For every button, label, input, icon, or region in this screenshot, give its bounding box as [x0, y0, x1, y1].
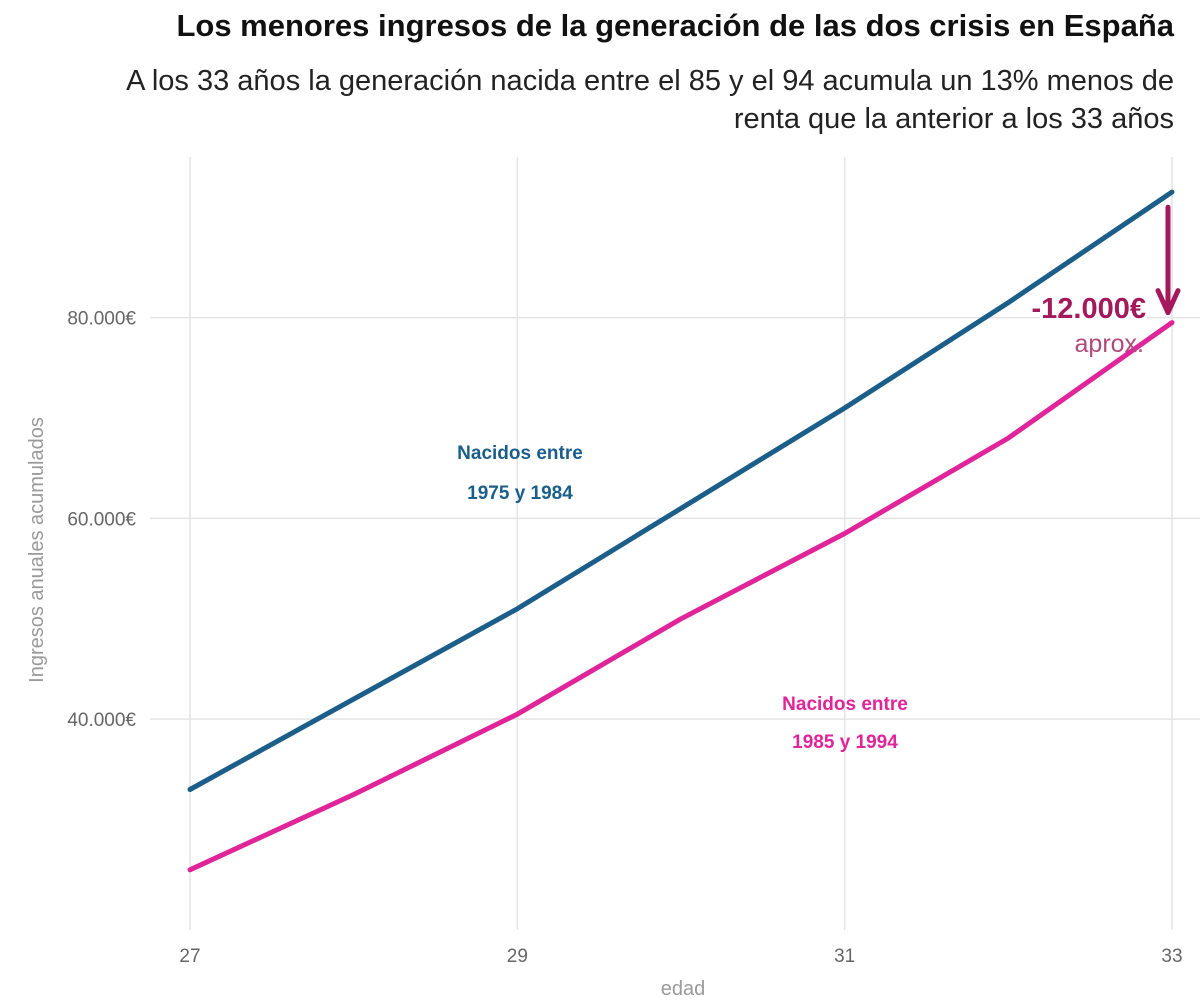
y-axis-title: Ingresos anuales acumulados — [26, 417, 48, 683]
x-tick-label: 29 — [507, 946, 528, 967]
difference-arrow-head — [1155, 288, 1181, 316]
y-tick-label: 80.000€ — [67, 309, 136, 330]
y-tick-label: 40.000€ — [67, 710, 136, 731]
x-tick-label: 27 — [179, 946, 200, 967]
series-label-1975-1984: Nacidos entre 1975 y 1984 — [457, 443, 583, 504]
y-axis-ticks: 40.000€ 60.000€ 80.000€ — [67, 309, 136, 732]
series-lines — [187, 189, 1175, 873]
series-label-line: 1975 y 1984 — [467, 483, 573, 504]
difference-annotation: -12.000€ aprox. — [1029, 204, 1181, 358]
series-line-2 — [187, 320, 1175, 873]
chart-subtitle: A los 33 años la generación nacida entre… — [126, 65, 1174, 135]
x-tick-label: 31 — [834, 946, 855, 967]
series-label-line: Nacidos entre — [457, 443, 583, 464]
x-axis-ticks: 27 29 31 33 — [179, 946, 1182, 967]
difference-approx: aprox. — [1075, 330, 1144, 358]
series-label-line: 1985 y 1994 — [792, 732, 898, 753]
gridlines — [150, 157, 1200, 930]
x-axis-title: edad — [661, 978, 706, 1000]
series-label-line: Nacidos entre — [782, 694, 908, 715]
series-line-1 — [187, 189, 1175, 792]
difference-value: -12.000€ — [1032, 293, 1147, 325]
y-tick-label: 60.000€ — [67, 509, 136, 530]
x-tick-label: 33 — [1161, 946, 1182, 967]
series-label-1985-1994: Nacidos entre 1985 y 1994 — [782, 694, 908, 753]
chart-title: Los menores ingresos de la generación de… — [176, 8, 1174, 43]
